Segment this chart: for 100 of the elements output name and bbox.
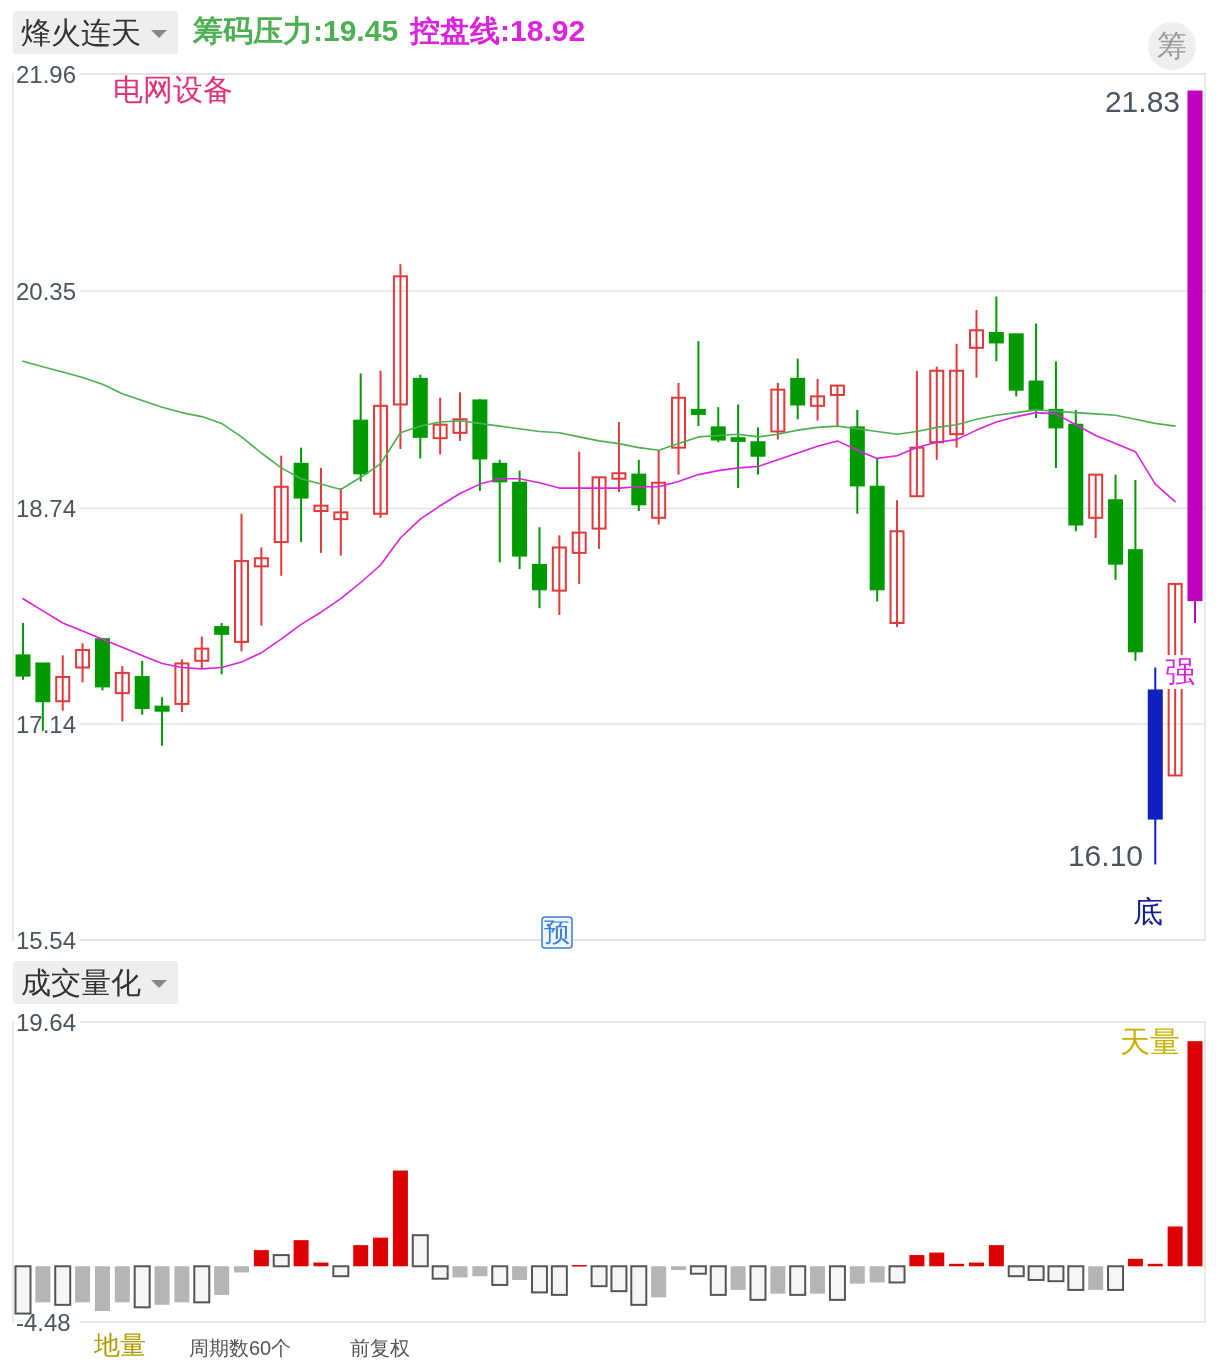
bar xyxy=(373,1237,389,1267)
text: 筹 xyxy=(1157,29,1187,62)
bar xyxy=(929,1252,945,1267)
y-tick-label: 21.96 xyxy=(16,60,77,88)
bar xyxy=(293,1240,309,1267)
candlestick xyxy=(909,369,925,498)
candlestick xyxy=(829,384,845,428)
bar xyxy=(789,1265,807,1296)
candlestick xyxy=(949,342,965,449)
candlestick xyxy=(1088,473,1104,540)
bar xyxy=(234,1266,250,1273)
candlestick xyxy=(750,426,766,476)
bar xyxy=(869,1266,885,1283)
bar xyxy=(709,1265,727,1296)
bar xyxy=(770,1266,786,1294)
candlestick xyxy=(651,449,667,526)
candlestick xyxy=(551,534,567,616)
candlestick xyxy=(671,381,687,476)
candlestick xyxy=(234,512,250,653)
bar xyxy=(35,1266,51,1303)
bar xyxy=(54,1265,72,1306)
bar xyxy=(988,1245,1004,1267)
bar xyxy=(154,1266,170,1305)
bar xyxy=(214,1266,230,1295)
bar xyxy=(530,1265,548,1294)
annotation: 天量 xyxy=(1120,1025,1180,1058)
y-tick-label: 20.35 xyxy=(16,277,77,305)
candlestick xyxy=(253,546,269,627)
bar xyxy=(472,1266,488,1277)
candlestick xyxy=(373,369,389,519)
candlestick xyxy=(432,396,448,456)
bar xyxy=(1127,1258,1143,1267)
bar xyxy=(689,1265,707,1275)
candlestick xyxy=(114,665,130,723)
candlestick xyxy=(273,454,289,577)
candlestick xyxy=(810,377,826,422)
candlestick xyxy=(194,635,210,670)
candlestick xyxy=(690,340,706,428)
bar xyxy=(174,1266,190,1303)
y-tick-label: 19.64 xyxy=(16,1008,77,1036)
annotation: 预 xyxy=(544,917,570,947)
y-tick-label: 18.74 xyxy=(16,494,77,522)
chart-title: 成交量化 xyxy=(21,966,141,999)
candlestick xyxy=(611,421,627,494)
bar xyxy=(253,1250,269,1267)
candlestick xyxy=(571,450,587,585)
bar xyxy=(1107,1265,1125,1291)
candlestick xyxy=(591,476,607,550)
bar xyxy=(193,1265,211,1304)
bar xyxy=(1027,1265,1045,1281)
bar xyxy=(730,1266,746,1290)
bar xyxy=(888,1265,906,1284)
candlestick xyxy=(154,696,170,747)
bar xyxy=(1007,1265,1025,1278)
bar xyxy=(75,1266,91,1303)
bar xyxy=(671,1266,687,1271)
candlestick xyxy=(392,263,408,450)
bar xyxy=(1167,1226,1183,1267)
y-tick-label: 15.54 xyxy=(16,926,77,954)
y-tick-label: -4.48 xyxy=(16,1308,71,1336)
bar xyxy=(909,1255,925,1267)
bar xyxy=(452,1266,468,1278)
text: 前复权 xyxy=(350,1337,410,1359)
text: 周期数60个 xyxy=(188,1337,292,1359)
bar xyxy=(272,1254,290,1268)
candlestick xyxy=(730,403,746,490)
text: 筹码压力:19.45 xyxy=(192,14,399,47)
bar xyxy=(392,1170,408,1267)
bar xyxy=(114,1266,130,1303)
candlestick xyxy=(889,499,905,629)
annotation: 21.83 xyxy=(1104,85,1180,118)
bar xyxy=(1067,1265,1085,1291)
annotation: 底 xyxy=(1133,895,1163,928)
bar xyxy=(94,1266,110,1312)
bar xyxy=(353,1245,369,1267)
bar xyxy=(630,1265,648,1306)
candlestick xyxy=(988,295,1004,363)
candlestick xyxy=(174,658,190,714)
bar xyxy=(512,1266,528,1280)
bar xyxy=(133,1265,151,1309)
bar xyxy=(749,1265,767,1301)
candlestick xyxy=(452,391,468,442)
bar xyxy=(828,1265,846,1301)
candlestick xyxy=(968,309,984,379)
bar xyxy=(590,1265,608,1288)
line-series xyxy=(22,360,1176,491)
chart-title: 烽火连天 xyxy=(21,16,141,49)
bar xyxy=(431,1265,449,1280)
candlestick xyxy=(770,381,786,441)
candlestick xyxy=(313,466,329,554)
bar xyxy=(491,1265,509,1286)
candlestick xyxy=(75,642,91,684)
bar xyxy=(1047,1265,1065,1283)
bar xyxy=(810,1266,826,1294)
chart-subtitle: 电网设备 xyxy=(113,73,233,106)
candlestick xyxy=(333,487,349,557)
bar xyxy=(1088,1266,1104,1290)
candlestick xyxy=(214,622,230,676)
bar xyxy=(332,1265,350,1278)
text: 控盘线:18.92 xyxy=(409,14,586,47)
